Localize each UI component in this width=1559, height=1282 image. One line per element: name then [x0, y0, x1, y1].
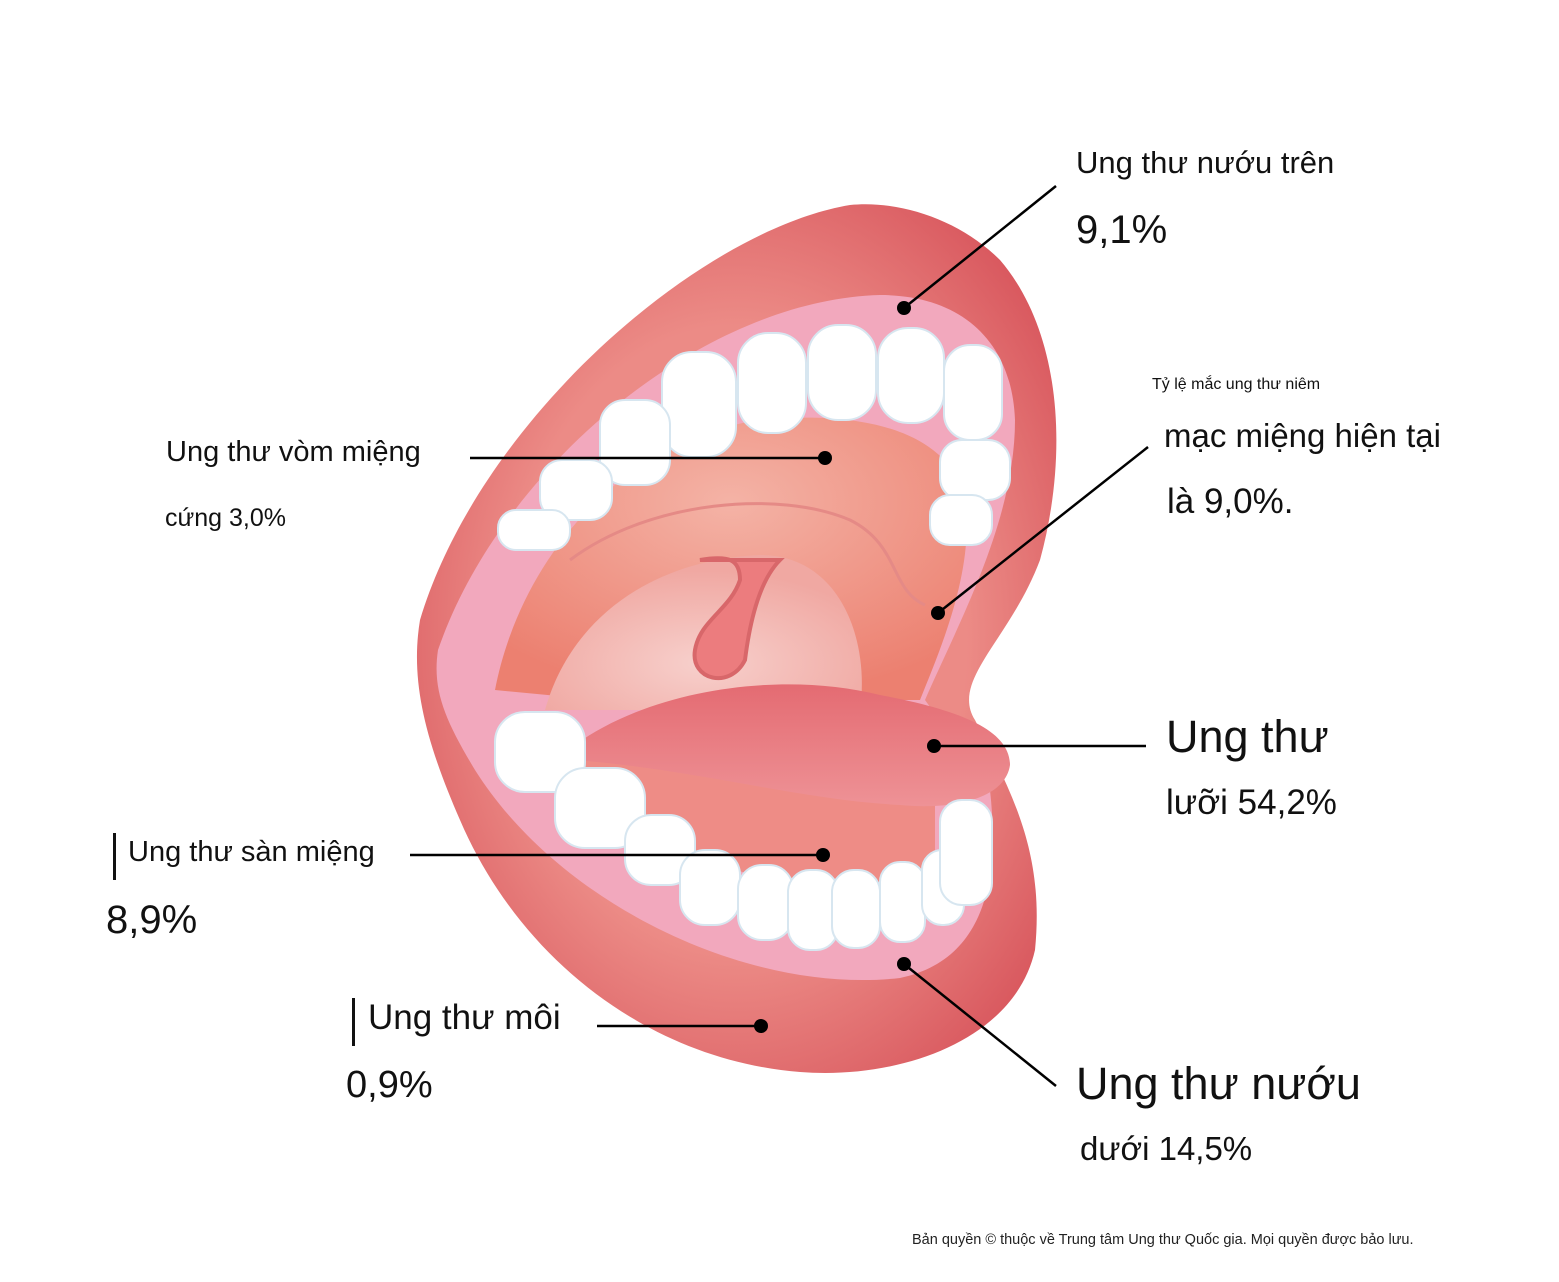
dot-floor [816, 848, 830, 862]
leader-upper-gum [903, 185, 1057, 309]
dot-palate [818, 451, 832, 465]
label-lip-title: Ung thư môi [368, 998, 561, 1037]
upper-teeth [497, 324, 1011, 551]
leader-lower-gum [903, 963, 1057, 1087]
dot-upper-gum [897, 301, 911, 315]
dot-tongue [927, 739, 941, 753]
label-upper-gum-value: 9,1% [1076, 208, 1168, 252]
label-tongue-value: lưỡi 54,2% [1166, 783, 1337, 822]
label-palate-value: cứng 3,0% [165, 504, 286, 532]
leader-mucosa [937, 446, 1149, 614]
label-upper-gum-title: Ung thư nướu trên [1076, 145, 1335, 180]
label-lip-bar [352, 998, 355, 1046]
label-tongue-title: Ung thư [1166, 711, 1329, 762]
dot-lip [754, 1019, 768, 1033]
label-floor-title: Ung thư sàn miệng [128, 836, 375, 868]
dot-mucosa [931, 606, 945, 620]
dot-lower-gum [897, 957, 911, 971]
label-lower-gum-value: dưới 14,5% [1080, 1130, 1253, 1167]
label-mucosa-small: Tỷ lệ mắc ung thư niêm [1152, 376, 1321, 393]
marker-dots [754, 301, 945, 1033]
label-floor-value: 8,9% [106, 898, 198, 942]
uvula [692, 556, 785, 680]
leader-lines [410, 185, 1149, 1087]
label-floor-bar [113, 833, 116, 880]
label-lip-value: 0,9% [346, 1064, 433, 1106]
label-mucosa-line1: mạc miệng hiện tại [1164, 417, 1441, 454]
tongue-shape [575, 684, 1010, 807]
label-lower-gum-title: Ung thư nướu [1076, 1058, 1361, 1109]
label-palate-title: Ung thư vòm miệng [166, 436, 421, 468]
lower-teeth [494, 711, 993, 951]
copyright-notice: Bản quyền © thuộc về Trung tâm Ung thư Q… [912, 1232, 1414, 1248]
label-mucosa-line2: là 9,0%. [1167, 482, 1294, 521]
